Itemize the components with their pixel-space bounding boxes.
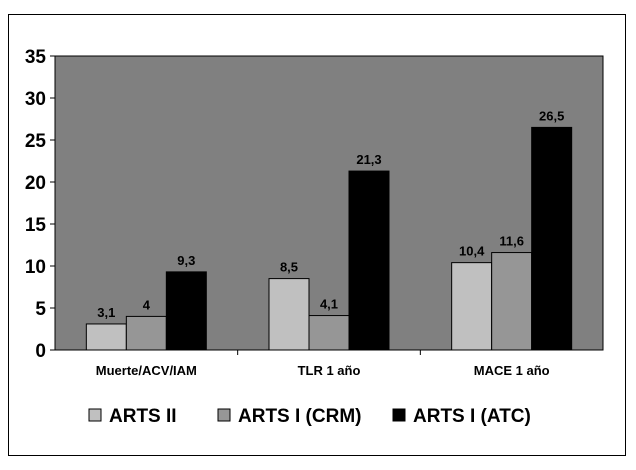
category-label: MACE 1 año <box>474 363 550 378</box>
bar <box>268 278 310 351</box>
legend-swatch <box>217 408 231 422</box>
data-label: 9,3 <box>177 253 195 268</box>
y-tick-label: 10 <box>25 257 46 278</box>
y-axis: 0 5 10 15 20 25 30 35 <box>25 47 55 362</box>
y-tick-label: 15 <box>25 215 47 236</box>
y-tick-label: 20 <box>25 173 46 194</box>
data-label: 4 <box>143 297 151 312</box>
bar <box>491 252 533 351</box>
y-tick-label: 0 <box>35 341 46 362</box>
data-label: 26,5 <box>539 108 564 123</box>
y-tick-label: 35 <box>25 47 47 68</box>
bar <box>451 262 493 351</box>
legend: ARTS II ARTS I (CRM) ARTS I (ATC) <box>88 406 531 427</box>
bar <box>125 315 167 351</box>
bars: 3,1 4 9,3 8,5 4,1 21,3 10,4 11,6 26,5 <box>85 108 573 351</box>
bar <box>165 271 207 351</box>
data-label: 3,1 <box>97 305 115 320</box>
bar <box>348 170 390 351</box>
bar <box>531 126 573 351</box>
y-tick-label: 25 <box>25 131 47 152</box>
bar <box>85 323 127 351</box>
legend-label: ARTS I (ATC) <box>413 406 531 427</box>
bar <box>308 315 350 351</box>
y-tick-label: 30 <box>25 89 46 110</box>
legend-swatch <box>392 408 406 422</box>
y-tick-label: 5 <box>35 299 46 320</box>
legend-label: ARTS I (CRM) <box>238 406 361 427</box>
legend-label: ARTS II <box>109 406 177 427</box>
category-label: TLR 1 año <box>298 363 361 378</box>
category-label: Muerte/ACV/IAM <box>96 363 197 378</box>
data-label: 11,6 <box>499 234 524 249</box>
data-label: 8,5 <box>280 260 298 275</box>
legend-swatch <box>88 408 102 422</box>
x-axis: Muerte/ACV/IAM TLR 1 año MACE 1 año <box>96 350 550 378</box>
data-label: 21,3 <box>356 152 381 167</box>
data-label: 10,4 <box>459 244 485 259</box>
data-label: 4,1 <box>320 297 338 312</box>
